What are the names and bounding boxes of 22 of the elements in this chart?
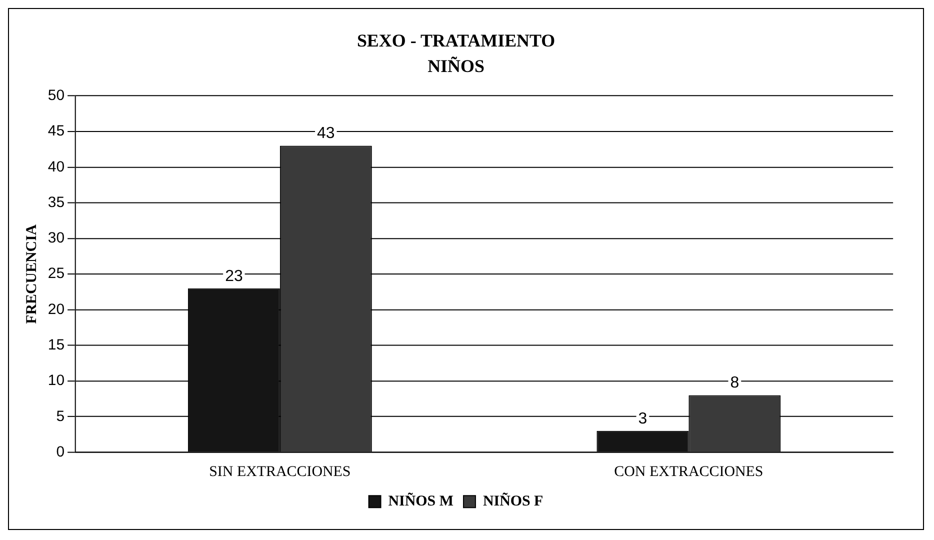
x-tick-label: SIN EXTRACCIONES (209, 464, 351, 480)
chart-subtitle: NIÑOS (428, 56, 484, 76)
x-tick-label: CON EXTRACCIONES (614, 464, 764, 480)
y-tick-label: 0 (56, 443, 65, 460)
y-tick-label: 45 (48, 122, 65, 140)
y-tick-label: 25 (48, 265, 65, 282)
y-tick-label: 5 (56, 408, 65, 425)
data-label: 8 (730, 374, 740, 392)
data-label: 43 (317, 125, 335, 142)
y-tick-label: 10 (48, 372, 65, 390)
legend-label: NIÑOS F (482, 492, 544, 510)
y-axis-title: FRECUENCIA (24, 224, 40, 324)
y-tick-label: 40 (48, 158, 65, 176)
y-tick-label: 50 (48, 87, 65, 104)
y-tick-label: 35 (48, 194, 65, 211)
y-tick-label: 15 (48, 336, 65, 354)
legend-label: NIÑOS M (388, 492, 454, 510)
data-label: 23 (225, 268, 243, 285)
y-tick-label: 20 (48, 300, 65, 318)
data-label: 3 (638, 410, 648, 428)
chart-title: SEXO - TRATAMIENTO (356, 30, 556, 50)
y-tick-label: 30 (48, 230, 65, 247)
